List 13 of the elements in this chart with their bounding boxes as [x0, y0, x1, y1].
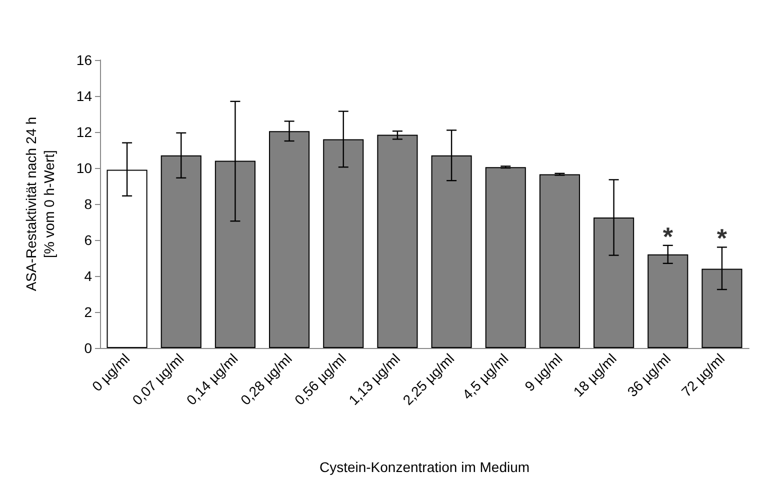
y-tick-label: 0: [84, 340, 92, 356]
y-tick-label: 16: [76, 52, 92, 68]
y-axis-title: ASA-Restaktivität nach 24 h [% vom 0 h-Wert]: [23, 116, 57, 292]
y-tick-label: 4: [84, 268, 92, 284]
annotation: *: [662, 221, 674, 252]
y-tick-label: 14: [76, 88, 92, 104]
y-tick-label: 2: [84, 304, 92, 320]
y-tick-label: 6: [84, 232, 92, 248]
y-tick-label: 12: [76, 124, 92, 140]
y-tick-label: 10: [76, 160, 92, 176]
annotation: *: [716, 223, 728, 254]
y-tick-label: 8: [84, 196, 92, 212]
x-axis-title: Cystein-Konzentration im Medium: [319, 459, 530, 475]
